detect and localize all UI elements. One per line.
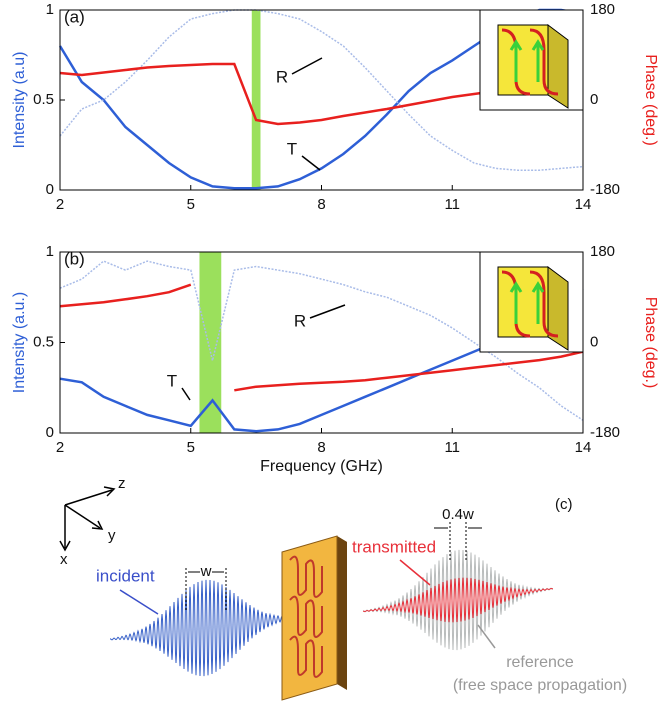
incident-label: incident (96, 566, 155, 585)
x-tick-label: 5 (187, 196, 195, 213)
axis-y: y (108, 527, 116, 544)
y2-tick-label: 180 (590, 243, 615, 260)
axis-x: x (60, 551, 68, 568)
panel-label: (a) (64, 7, 85, 26)
transmitted-arrow (400, 560, 430, 585)
x-tick-label: 8 (317, 196, 325, 213)
y2-tick-label: -180 (590, 181, 620, 198)
x-tick-label: 14 (575, 196, 592, 213)
annotation-arrow (182, 388, 190, 400)
axis-z: z (118, 475, 126, 492)
annotation-arrow (292, 58, 322, 74)
transmitted-label: transmitted (352, 537, 436, 556)
axes-glyph (60, 487, 114, 550)
figure: z y x (c) w 0.4w incident transm (0, 0, 670, 707)
y2-tick-label: -180 (590, 424, 620, 441)
highlight-band (252, 10, 261, 190)
incident-arrow (120, 590, 158, 614)
x-tick-label: 11 (444, 439, 460, 456)
y-tick-label: 0 (46, 181, 54, 198)
series-annotation: R (294, 311, 306, 330)
y-tick-label: 1 (46, 243, 54, 260)
panel-label: (c) (555, 496, 573, 513)
x-tick-label: 5 (187, 439, 195, 456)
annotation-arrow (302, 156, 320, 170)
y-tick-label: 1 (46, 1, 54, 18)
x-tick-label: 2 (56, 439, 64, 456)
inset-side (548, 267, 568, 350)
metasurface (282, 536, 347, 700)
x-tick-label: 2 (56, 196, 64, 213)
x-tick-label: 14 (575, 439, 592, 456)
chart: 2 5 8 11 14 0 0.5 1 -180 0 180 T R (a) Intensity (a.u)… (11, 1, 659, 213)
y-axis-label: Intensity (a.u.) (11, 292, 28, 393)
series-annotation: R (276, 67, 288, 86)
x-tick-label: 11 (444, 196, 460, 213)
inset (480, 252, 583, 352)
y-axis-label: Intensity (a.u) (11, 52, 28, 149)
inset (480, 10, 583, 110)
y2-axis-label: Phase (deg.) (642, 297, 659, 389)
x-axis-label: Frequency (GHz) (260, 458, 383, 475)
y-tick-label: 0.5 (33, 91, 54, 108)
inset-side (548, 25, 568, 108)
chart: 2 5 8 11 14 0 0.5 1 -180 0 180 T R (b) Intensity (a.u.… (11, 243, 659, 475)
width-label: 0.4w (442, 506, 474, 523)
diagram: z y x (c) w 0.4w incident transm (60, 475, 627, 700)
incident-pulse (110, 580, 300, 676)
reference-arrow (478, 625, 495, 648)
y-tick-label: 0.5 (33, 333, 54, 350)
y2-tick-label: 0 (590, 333, 598, 350)
y-tick-label: 0 (46, 424, 54, 441)
y2-tick-label: 0 (590, 91, 598, 108)
reference-label: (free space propagation) (453, 677, 627, 694)
y2-tick-label: 180 (590, 1, 615, 18)
panel-label: (b) (64, 249, 85, 268)
series-annotation: T (167, 371, 177, 390)
y2-axis-label: Phase (deg.) (642, 54, 659, 146)
x-tick-label: 8 (317, 439, 325, 456)
series-annotation: T (287, 139, 297, 158)
width-label: w (200, 563, 212, 580)
annotation-arrow (310, 305, 345, 318)
reference-label: reference (506, 654, 574, 671)
